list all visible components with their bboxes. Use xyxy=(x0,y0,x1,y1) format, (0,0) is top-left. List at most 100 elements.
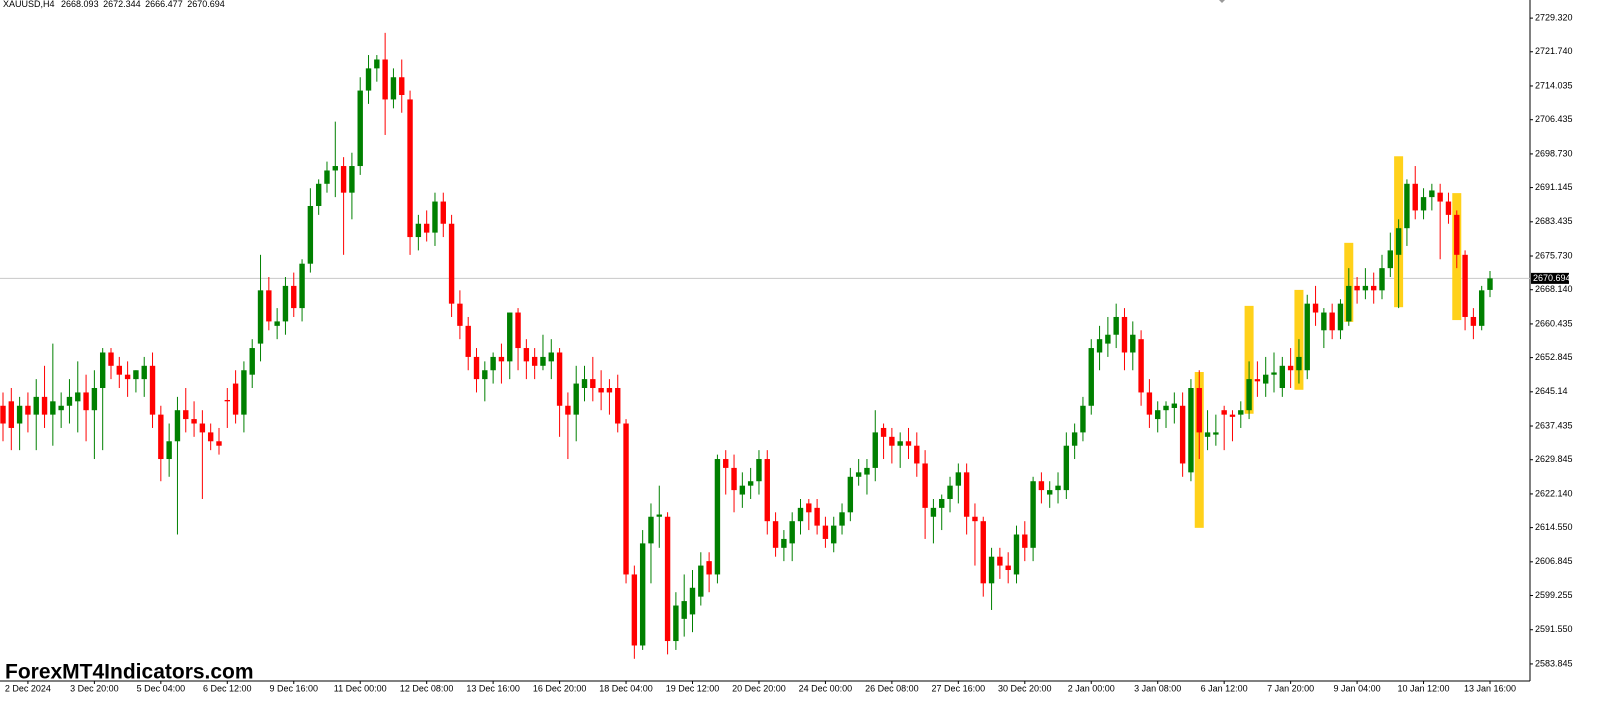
y-tick-label: 2683.435 xyxy=(1535,216,1573,226)
x-tick-label: 5 Dec 04:00 xyxy=(137,683,186,693)
candle-body xyxy=(723,459,729,468)
candle-body xyxy=(1478,290,1485,326)
candle-body xyxy=(207,432,214,442)
candle-body xyxy=(980,521,986,584)
candle-body xyxy=(1370,285,1377,291)
candle-body xyxy=(756,459,762,482)
candle-body xyxy=(50,401,56,415)
candle-body xyxy=(565,405,571,415)
candle-body xyxy=(1429,190,1435,198)
candle-body xyxy=(1404,183,1410,229)
x-tick-label: 20 Dec 20:00 xyxy=(732,683,786,693)
candle-body xyxy=(191,419,197,424)
x-tick-label: 19 Dec 12:00 xyxy=(666,683,720,693)
candle-body xyxy=(1047,490,1053,495)
candle-body xyxy=(540,356,546,366)
candle-body xyxy=(108,352,114,366)
candle-body xyxy=(1246,379,1252,411)
candle-body xyxy=(855,472,862,477)
x-tick-label: 3 Dec 20:00 xyxy=(70,683,119,693)
candle-body xyxy=(1437,192,1443,202)
y-tick-label: 2629.845 xyxy=(1535,454,1573,464)
candle-body xyxy=(166,441,172,460)
candle-body xyxy=(249,348,255,375)
candle-body xyxy=(997,556,1003,566)
candle-body xyxy=(1113,316,1119,335)
candle-body xyxy=(365,68,372,91)
candle-body xyxy=(772,521,779,548)
candle-body xyxy=(0,405,6,424)
candle-body xyxy=(183,410,189,420)
x-tick-label: 27 Dec 16:00 xyxy=(932,683,986,693)
candle-body xyxy=(241,370,247,415)
candle-body xyxy=(523,348,530,362)
candle-body xyxy=(1063,445,1070,491)
candle-body xyxy=(340,166,347,193)
x-tick-label: 6 Jan 12:00 xyxy=(1201,683,1248,693)
candle-body xyxy=(1221,410,1227,415)
y-tick-label: 2614.550 xyxy=(1535,522,1573,532)
candle-body xyxy=(1030,481,1036,548)
candle-body xyxy=(41,396,48,415)
candle-body xyxy=(897,441,903,446)
candle-body xyxy=(440,201,446,224)
y-tick-label: 2698.730 xyxy=(1535,148,1573,158)
candle-body xyxy=(781,538,787,548)
candle-body xyxy=(839,512,845,526)
y-tick-label: 2668.140 xyxy=(1535,284,1573,294)
candle-body xyxy=(216,441,222,446)
candle-body xyxy=(1080,405,1086,433)
candle-body xyxy=(1055,485,1061,491)
candle-body xyxy=(1121,316,1128,353)
candle-body xyxy=(548,352,554,362)
candle-body xyxy=(465,325,471,357)
candle-body xyxy=(315,183,322,206)
x-tick-label: 9 Jan 04:00 xyxy=(1334,683,1381,693)
candle-body xyxy=(1420,197,1427,211)
candle-body xyxy=(947,485,953,499)
candle-body xyxy=(847,476,854,513)
candle-body xyxy=(498,356,505,362)
candle-body xyxy=(299,263,305,309)
candle-body xyxy=(274,321,280,326)
candle-body xyxy=(332,166,338,171)
candle-body xyxy=(939,498,945,508)
candle-body xyxy=(199,423,206,433)
y-tick-label: 2721.740 xyxy=(1535,46,1573,56)
candle-body xyxy=(224,399,230,402)
x-tick-label: 24 Dec 00:00 xyxy=(799,683,853,693)
plot xyxy=(0,32,1530,659)
chart-header: XAUUSD,H4 2668.093 2672.344 2666.477 267… xyxy=(3,0,225,9)
candle-body xyxy=(764,459,770,522)
candle-body xyxy=(581,379,588,389)
candle-body xyxy=(307,205,314,264)
candle-body xyxy=(58,405,64,411)
candle-body xyxy=(1337,303,1344,331)
y-tick-label: 2691.145 xyxy=(1535,182,1573,192)
candle-body xyxy=(656,514,662,517)
candle-body xyxy=(457,303,463,326)
candle-body xyxy=(664,516,671,642)
candle-body xyxy=(681,601,687,619)
candle-body xyxy=(922,463,928,508)
candle-body xyxy=(423,223,430,233)
candle-body xyxy=(1395,228,1402,255)
candle-body xyxy=(1263,374,1269,384)
y-tick-label: 2660.435 xyxy=(1535,318,1573,328)
candle-body xyxy=(75,392,81,402)
candle-body xyxy=(1088,348,1094,406)
candle-body xyxy=(399,77,405,96)
x-tick-label: 2 Jan 00:00 xyxy=(1068,683,1115,693)
candle-body xyxy=(1005,565,1011,571)
candle-body xyxy=(1362,285,1369,291)
watermark: ForexMT4Indicators.com xyxy=(5,661,254,684)
candle-body xyxy=(1163,405,1169,411)
candle-body xyxy=(149,365,156,415)
y-tick-label: 2606.845 xyxy=(1535,556,1573,566)
symbol: XAUUSD,H4 xyxy=(3,0,55,9)
candle-body xyxy=(739,485,746,495)
candle-body xyxy=(1146,392,1153,415)
y-tick-label: 2637.435 xyxy=(1535,420,1573,430)
x-tick-label: 26 Dec 08:00 xyxy=(865,683,919,693)
candle-body xyxy=(1312,303,1319,313)
